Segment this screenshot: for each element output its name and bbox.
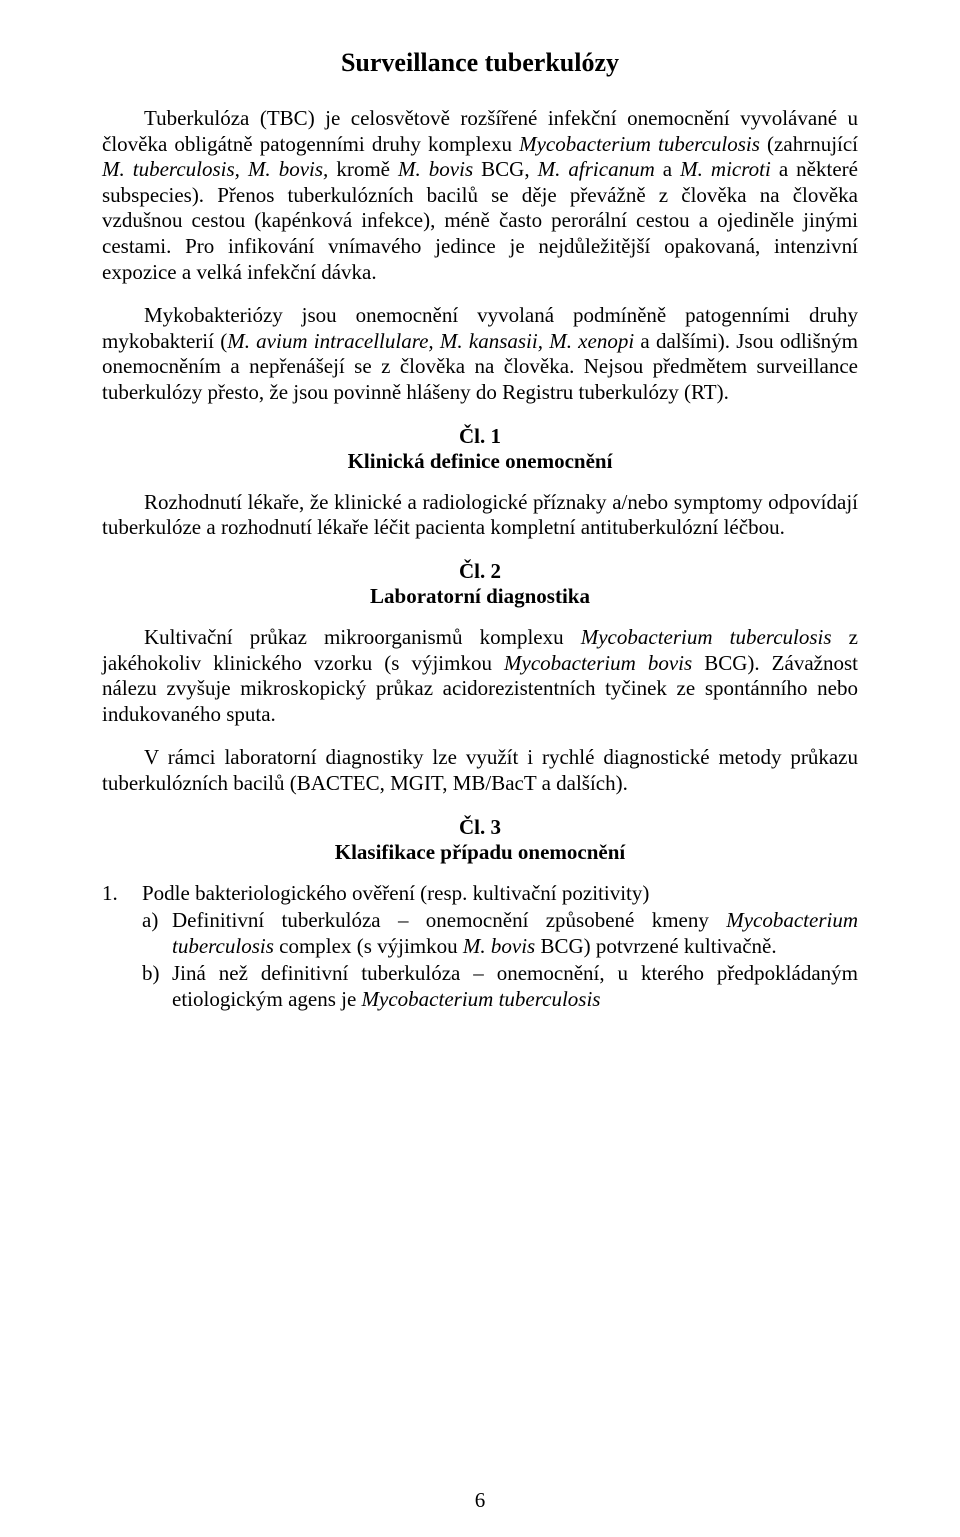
article-2-paragraph-1: Kultivační průkaz mikroorganismů komplex… [102,625,858,727]
text-italic: M. tuberculosis, M. bovis, [102,157,328,181]
text-run: V rámci laboratorní diagnostiky lze využ… [102,745,858,795]
text-run: Definitivní tuberkulóza – onemocnění způ… [172,908,726,932]
text-italic: M. bovis [398,157,473,181]
article-2-paragraph-2: V rámci laboratorní diagnostiky lze využ… [102,745,858,796]
article-1-heading: Čl. 1 Klinická definice onemocnění [102,424,858,474]
text-italic: M. bovis [463,934,535,958]
list-text: Podle bakteriologického ověření (resp. k… [142,881,858,907]
document-page: Surveillance tuberkulózy Tuberkulóza (TB… [0,0,960,1537]
article-3-heading: Čl. 3 Klasifikace případu onemocnění [102,815,858,865]
intro-paragraph-1: Tuberkulóza (TBC) je celosvětově rozšíře… [102,106,858,285]
page-title: Surveillance tuberkulózy [102,48,858,78]
article-title: Klasifikace případu onemocnění [102,840,858,865]
text-run: complex (s výjimkou [274,934,463,958]
list-letter: a) [142,908,172,959]
article-number: Čl. 1 [102,424,858,449]
text-italic: M. avium intracellulare, M. kansasii, M.… [227,329,634,353]
article-number: Čl. 3 [102,815,858,840]
text-italic: Mycobacterium tuberculosis [519,132,760,156]
text-italic: M. microti [680,157,771,181]
intro-paragraph-2: Mykobakteriózy jsou onemocnění vyvolaná … [102,303,858,405]
article-title: Klinická definice onemocnění [102,449,858,474]
text-run: BCG, [473,157,538,181]
text-run: (zahrnující [760,132,858,156]
text-italic: Mycobacterium tuberculosis [581,625,832,649]
list-text: Definitivní tuberkulóza – onemocnění způ… [172,908,858,959]
article-title: Laboratorní diagnostika [102,584,858,609]
article-2-heading: Čl. 2 Laboratorní diagnostika [102,559,858,609]
list-letter: b) [142,961,172,1012]
list-item: 1. Podle bakteriologického ověření (resp… [102,881,858,907]
article-number: Čl. 2 [102,559,858,584]
text-italic: M. africanum [538,157,655,181]
list-text: Jiná než definitivní tuberkulóza – onemo… [172,961,858,1012]
classification-list: 1. Podle bakteriologického ověření (resp… [102,881,858,1013]
text-run: Rozhodnutí lékaře, že klinické a radiolo… [102,490,858,540]
list-subitem: b) Jiná než definitivní tuberkulóza – on… [102,961,858,1012]
text-run: kromě [328,157,398,181]
text-run: Kultivační průkaz mikroorganismů komplex… [144,625,581,649]
page-number: 6 [0,1488,960,1513]
text-italic: Mycobacterium tuberculosis [362,987,601,1011]
article-1-paragraph: Rozhodnutí lékaře, že klinické a radiolo… [102,490,858,541]
text-run: BCG) potvrzené kultivačně. [535,934,776,958]
text-run: a [655,157,680,181]
list-subitem: a) Definitivní tuberkulóza – onemocnění … [102,908,858,959]
list-number: 1. [102,881,142,907]
text-italic: Mycobacterium bovis [504,651,692,675]
